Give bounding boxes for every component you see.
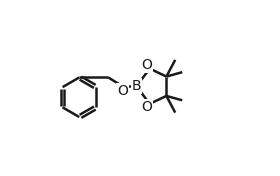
Text: O: O xyxy=(141,100,152,114)
Text: O: O xyxy=(141,58,152,73)
Text: O: O xyxy=(117,84,128,98)
Text: B: B xyxy=(132,79,141,93)
